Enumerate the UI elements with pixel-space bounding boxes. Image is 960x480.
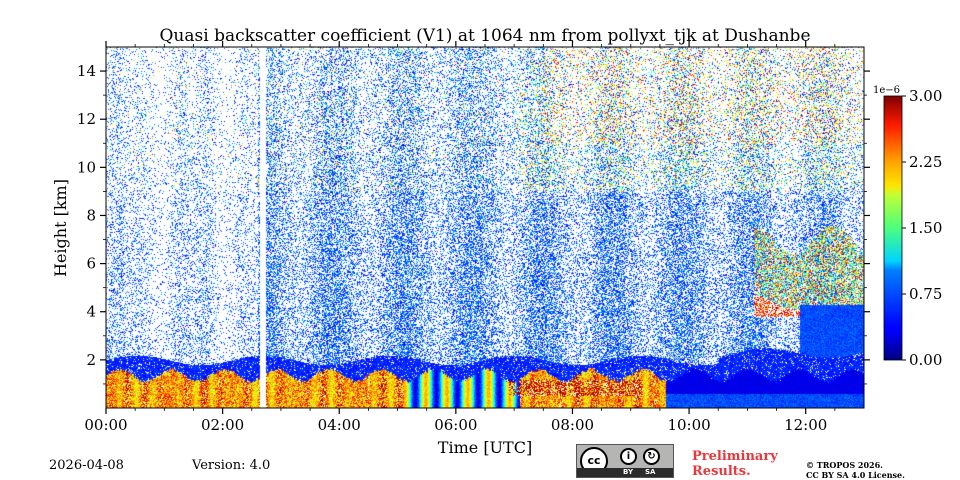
attribution-icon: i [620,448,637,465]
colorbar-tick-label: 0.75 [909,285,942,303]
cc-license-badge[interactable]: cc i ↻ BY SA [576,444,674,478]
heatmap-image [106,47,864,408]
copyright-line-1: © TROPOS 2026. [806,460,883,470]
x-tick-label: 10:00 [667,416,710,434]
copyright-line-2: CC BY SA 4.0 License. [806,470,905,480]
y-tick-label: 14 [77,62,96,80]
copyright-notice: © TROPOS 2026. CC BY SA 4.0 License. [806,460,905,480]
x-tick-label: 00:00 [84,416,127,434]
cc-badge-band [577,468,673,477]
x-tick-label: 04:00 [318,416,361,434]
footer-date: 2026-04-08 [49,458,124,473]
colorbar-gradient [883,95,903,361]
x-tick-label: 06:00 [434,416,477,434]
preliminary-notice: Preliminary Results. [692,449,778,479]
y-tick-label: 2 [86,351,96,369]
colorbar-tick-label: 1.50 [909,219,942,237]
x-axis-label: Time [UTC] [438,438,532,457]
x-tick-label: 02:00 [201,416,244,434]
y-tick-label: 8 [86,206,96,224]
colorbar-exponent: 1e−6 [873,85,900,96]
plot-area [105,46,865,409]
footer-version: Version: 4.0 [192,458,271,473]
x-axis-ticks: 00:00 02:00 04:00 06:00 08:00 10:00 12:00 [84,41,836,434]
colorbar: 1e−6 0.00 0.75 1.50 2.25 3.00 [873,85,942,369]
x-tick-label: 08:00 [551,416,594,434]
y-axis-ticks: 2 4 6 8 10 12 14 [77,62,870,385]
y-tick-label: 10 [77,158,96,176]
share-alike-icon: ↻ [643,448,660,465]
y-tick-label: 4 [86,303,96,321]
y-axis-label: Height [km] [51,179,70,277]
preliminary-line-1: Preliminary [692,449,778,464]
backscatter-heatmap [106,47,864,408]
colorbar-tick-label: 3.00 [909,87,942,105]
x-tick-label: 12:00 [784,416,827,434]
cc-sa-label: SA [645,468,656,476]
chart-title: Quasi backscatter coefficient (V1) at 10… [159,26,810,46]
colorbar-tick-label: 2.25 [909,153,942,171]
preliminary-line-2: Results. [692,464,751,479]
cc-by-label: BY [623,468,634,476]
y-tick-label: 6 [86,255,96,273]
colorbar-tick-label: 0.00 [909,351,942,369]
colorbar-ticks: 0.00 0.75 1.50 2.25 3.00 [902,87,942,369]
y-tick-label: 12 [77,110,96,128]
